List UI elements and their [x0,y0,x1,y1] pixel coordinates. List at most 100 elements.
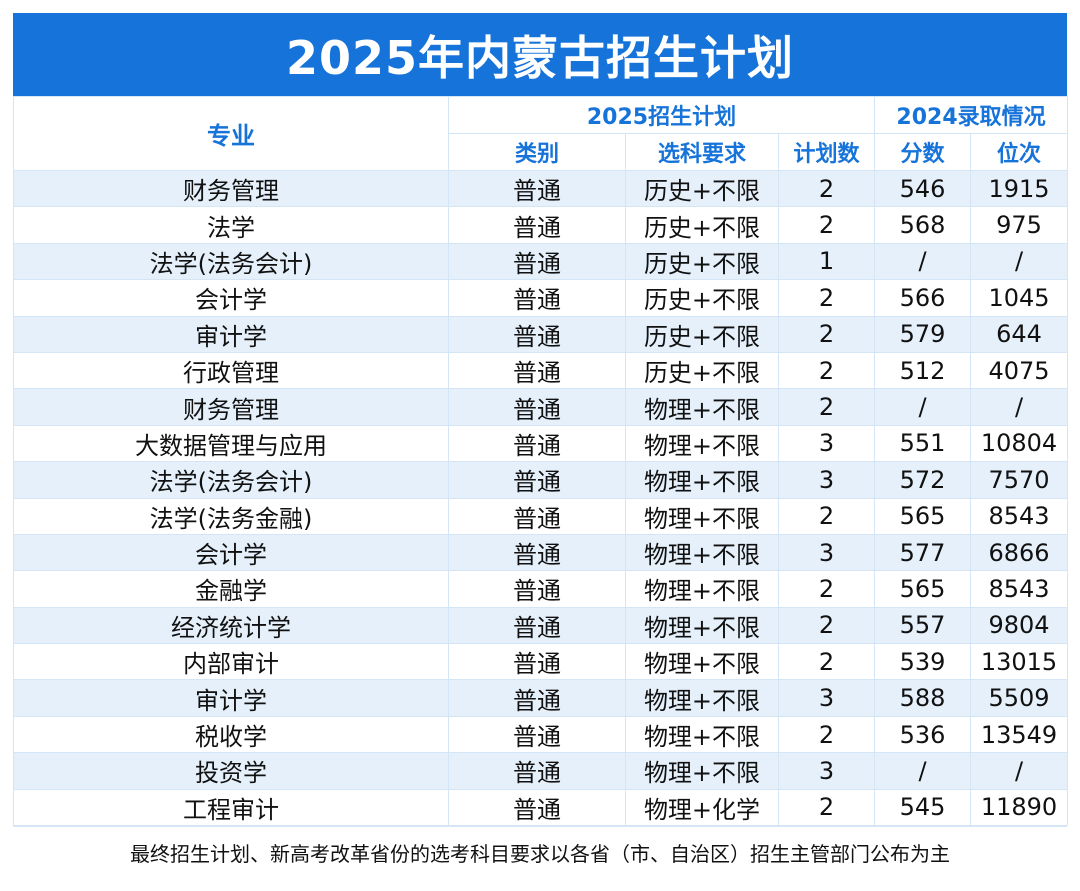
col-header-major: 专业 [13,96,449,171]
cell-rank: 13015 [969,643,1069,681]
col-header-plan-count: 计划数 [778,133,875,171]
cell-category: 普通 [448,606,626,645]
cell-major: 审计学 [13,315,449,353]
cell-category: 普通 [448,242,626,281]
cell-rank: 8543 [969,570,1069,608]
cell-score: 512 [874,351,971,390]
cell-score: 545 [874,788,971,827]
table-row: 法学(法务会计) 普通 物理+不限 3 572 7570 [13,461,1069,499]
table-row: 审计学 普通 物理+不限 3 588 5509 [13,679,1069,717]
table-row: 法学(法务会计) 普通 历史+不限 1// [13,242,1069,281]
col-header-score: 分数 [874,133,971,171]
cell-rank: 13549 [969,715,1069,754]
cell-major: 经济统计学 [13,606,449,645]
col-header-rank: 位次 [969,133,1069,171]
cell-plan-count: 2 [778,606,875,645]
cell-subjects: 物理+不限 [625,643,779,681]
cell-major: 大数据管理与应用 [13,424,449,463]
cell-major: 税收学 [13,715,449,754]
cell-score: 565 [874,570,971,608]
col-header-category: 类别 [448,133,626,171]
cell-plan-count: 2 [778,279,875,317]
cell-category: 普通 [448,497,626,535]
cell-rank: 975 [969,206,1069,244]
table-row: 法学(法务金融) 普通 物理+不限 2 565 8543 [13,497,1069,535]
cell-subjects: 物理+不限 [625,533,779,572]
cell-category: 普通 [448,169,626,208]
cell-score: / [874,242,971,281]
cell-subjects: 物理+不限 [625,606,779,645]
cell-subjects: 历史+不限 [625,315,779,353]
cell-plan-count: 2 [778,715,875,754]
table-row: 投资学 普通 物理+不限 3// [13,752,1069,790]
cell-category: 普通 [448,424,626,463]
cell-plan-count: 2 [778,643,875,681]
table-row: 工程审计 普通 物理+化学 2 545 11890 [13,788,1069,827]
cell-plan-count: 3 [778,461,875,499]
cell-subjects: 物理+不限 [625,461,779,499]
cell-subjects: 物理+不限 [625,752,779,790]
table-row: 税收学 普通 物理+不限 2 536 13549 [13,715,1069,754]
table-row: 会计学 普通 历史+不限 2 566 1045 [13,279,1069,317]
cell-category: 普通 [448,388,626,426]
table-row: 审计学 普通 历史+不限 2 579 644 [13,315,1069,353]
cell-plan-count: 2 [778,315,875,353]
cell-major: 投资学 [13,752,449,790]
page-title: 2025年内蒙古招生计划 [13,13,1067,96]
cell-score: 577 [874,533,971,572]
cell-subjects: 物理+不限 [625,715,779,754]
cell-category: 普通 [448,279,626,317]
cell-rank: 5509 [969,679,1069,717]
cell-plan-count: 2 [778,388,875,426]
cell-rank: 1915 [969,169,1069,208]
cell-score: 546 [874,169,971,208]
cell-major: 工程审计 [13,788,449,827]
cell-major: 财务管理 [13,388,449,426]
cell-score: 551 [874,424,971,463]
cell-category: 普通 [448,315,626,353]
cell-score: 565 [874,497,971,535]
cell-category: 普通 [448,643,626,681]
group-header-plan: 2025招生计划 [448,96,875,134]
cell-subjects: 物理+不限 [625,570,779,608]
cell-rank: 7570 [969,461,1069,499]
cell-rank: 1045 [969,279,1069,317]
cell-plan-count: 2 [778,169,875,208]
cell-subjects: 物理+不限 [625,497,779,535]
table-row: 金融学 普通 物理+不限 2 565 8543 [13,570,1069,608]
cell-score: / [874,388,971,426]
cell-rank: 4075 [969,351,1069,390]
cell-rank: / [969,752,1069,790]
cell-major: 财务管理 [13,169,449,208]
cell-plan-count: 2 [778,497,875,535]
cell-subjects: 物理+不限 [625,388,779,426]
cell-major: 法学(法务会计) [13,461,449,499]
cell-category: 普通 [448,570,626,608]
table-row: 大数据管理与应用 普通 物理+不限 3 551 10804 [13,424,1069,463]
cell-score: 536 [874,715,971,754]
cell-subjects: 历史+不限 [625,242,779,281]
cell-score: 579 [874,315,971,353]
cell-rank: 644 [969,315,1069,353]
cell-major: 审计学 [13,679,449,717]
cell-rank: 6866 [969,533,1069,572]
cell-score: 572 [874,461,971,499]
cell-score: 566 [874,279,971,317]
cell-plan-count: 1 [778,242,875,281]
cell-subjects: 历史+不限 [625,206,779,244]
cell-subjects: 历史+不限 [625,169,779,208]
cell-major: 金融学 [13,570,449,608]
footnote: 最终招生计划、新高考改革省份的选考科目要求以各省（市、自治区）招生主管部门公布为… [13,826,1067,878]
cell-rank: 9804 [969,606,1069,645]
cell-subjects: 历史+不限 [625,279,779,317]
cell-subjects: 物理+化学 [625,788,779,827]
cell-category: 普通 [448,206,626,244]
table-row: 财务管理 普通 历史+不限 2 546 1915 [13,169,1069,208]
cell-plan-count: 2 [778,351,875,390]
cell-category: 普通 [448,679,626,717]
cell-major: 内部审计 [13,643,449,681]
cell-category: 普通 [448,788,626,827]
cell-plan-count: 3 [778,752,875,790]
cell-plan-count: 2 [778,206,875,244]
cell-rank: 10804 [969,424,1069,463]
